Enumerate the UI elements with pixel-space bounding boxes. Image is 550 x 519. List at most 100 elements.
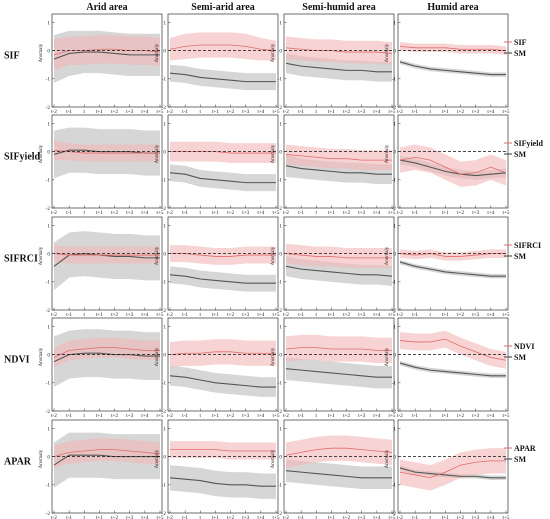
x-tick-label: t+4 — [141, 109, 148, 115]
y-tick-label: 1 — [393, 121, 396, 127]
y-tick-label: -1 — [278, 77, 283, 83]
x-tick-label: t+1 — [442, 312, 449, 318]
x-tick-label: t+4 — [487, 515, 494, 519]
y-tick-label: -1 — [162, 77, 167, 83]
red-series-line — [399, 156, 507, 175]
x-tick-label: t+4 — [373, 413, 380, 419]
y-tick-label: 0 — [47, 48, 50, 54]
gray-series-line — [53, 352, 160, 363]
x-tick-label: t-2 — [51, 413, 57, 419]
y-axis-label: Anomaly — [39, 144, 44, 163]
red-series-line — [53, 149, 160, 154]
gray-band — [286, 459, 392, 490]
red-band — [286, 144, 392, 170]
x-tick-label: t+2 — [343, 210, 350, 216]
red-series-line — [399, 338, 507, 361]
y-tick-label: 1 — [393, 426, 396, 432]
y-tick-label: 0 — [393, 48, 396, 54]
x-tick-label: t-2 — [283, 413, 289, 419]
red-series-line — [53, 449, 161, 458]
row-label: SIF — [4, 51, 20, 62]
y-tick-label: -1 — [46, 381, 51, 387]
x-tick-label: t+4 — [141, 210, 148, 216]
x-tick-label: t+3 — [472, 312, 479, 318]
x-tick-label: t+2 — [457, 109, 464, 115]
y-tick-label: 1 — [163, 426, 166, 432]
x-tick-label: t+3 — [126, 210, 133, 216]
y-axis-label: Anomaly — [271, 144, 276, 163]
y-axis-label: Anomaly — [271, 43, 276, 62]
x-tick-label: t+2 — [111, 515, 118, 519]
panel-frame — [397, 13, 509, 108]
y-axis-label: Anomaly — [39, 43, 44, 62]
y-axis-label: Anomaly — [385, 347, 390, 366]
x-tick-label: t+1 — [212, 109, 219, 115]
gray-series-line — [169, 477, 276, 487]
legend-entry: NDVI — [514, 342, 534, 351]
red-band — [400, 330, 506, 369]
y-tick-label: 0 — [393, 352, 396, 358]
red-series-line — [169, 44, 277, 52]
y-tick-label: -1 — [278, 381, 283, 387]
y-axis-label: Anomaly — [271, 347, 276, 366]
y-tick-label: 0 — [47, 149, 50, 155]
y-axis-label: Anomaly — [155, 43, 160, 62]
x-tick-label: t+5 — [157, 515, 164, 519]
y-tick-label: -1 — [278, 280, 283, 286]
x-tick-label: t — [200, 109, 202, 115]
y-tick-label: 0 — [279, 454, 282, 460]
x-tick-label: t-2 — [167, 210, 173, 216]
y-tick-label: 1 — [163, 20, 166, 26]
x-tick-label: t-2 — [283, 210, 289, 216]
legend-entry: SIFyield — [514, 139, 543, 148]
y-tick-label: 1 — [279, 20, 282, 26]
x-tick-label: t+4 — [373, 109, 380, 115]
x-tick-label: t+1 — [96, 515, 103, 519]
column-title: Semi-humid area — [302, 2, 375, 13]
x-tick-label: t+1 — [442, 515, 449, 519]
red-series-line — [285, 47, 393, 54]
y-tick-label: -1 — [162, 280, 167, 286]
row-label: APAR — [4, 457, 32, 468]
x-tick-label: t-1 — [182, 312, 188, 318]
x-tick-label: t-2 — [167, 109, 173, 115]
x-tick-label: t+4 — [487, 413, 494, 419]
x-tick-label: t-2 — [51, 109, 57, 115]
red-band — [170, 32, 276, 61]
x-tick-label: t+3 — [242, 210, 249, 216]
x-tick-label: t+5 — [157, 413, 164, 419]
x-tick-label: t+2 — [111, 210, 118, 216]
x-tick-label: t+3 — [242, 109, 249, 115]
x-tick-label: t+4 — [141, 312, 148, 318]
gray-band — [400, 59, 506, 77]
x-tick-label: t+1 — [442, 210, 449, 216]
x-tick-label: t+1 — [96, 109, 103, 115]
y-tick-label: -2 — [162, 105, 167, 111]
x-tick-label: t+5 — [157, 312, 164, 318]
x-tick-label: t+3 — [358, 515, 365, 519]
x-tick-label: t-2 — [397, 413, 403, 419]
x-tick-label: t+2 — [457, 210, 464, 216]
x-tick-label: t — [200, 515, 202, 519]
y-tick-label: -2 — [278, 206, 283, 212]
x-tick-label: t+2 — [343, 515, 350, 519]
x-tick-label: t+4 — [257, 312, 264, 318]
x-tick-label: t+2 — [111, 312, 118, 318]
legend-entry: SIFRCI — [514, 241, 541, 250]
x-tick-label: t+1 — [328, 109, 335, 115]
y-axis-label: Anomaly — [385, 246, 390, 265]
x-tick-label: t — [200, 413, 202, 419]
red-series-line — [53, 253, 160, 256]
gray-series-line — [169, 72, 276, 83]
x-tick-label: t+2 — [227, 210, 234, 216]
gray-series-line — [399, 261, 506, 277]
red-band — [54, 337, 160, 368]
x-tick-label: t+5 — [389, 312, 396, 318]
red-series-line — [285, 447, 393, 456]
x-tick-label: t+2 — [227, 109, 234, 115]
y-tick-label: 1 — [163, 324, 166, 330]
legend-entry: APAR — [514, 444, 536, 453]
x-tick-label: t — [200, 210, 202, 216]
red-series-line — [399, 46, 507, 52]
x-tick-label: t — [316, 515, 318, 519]
